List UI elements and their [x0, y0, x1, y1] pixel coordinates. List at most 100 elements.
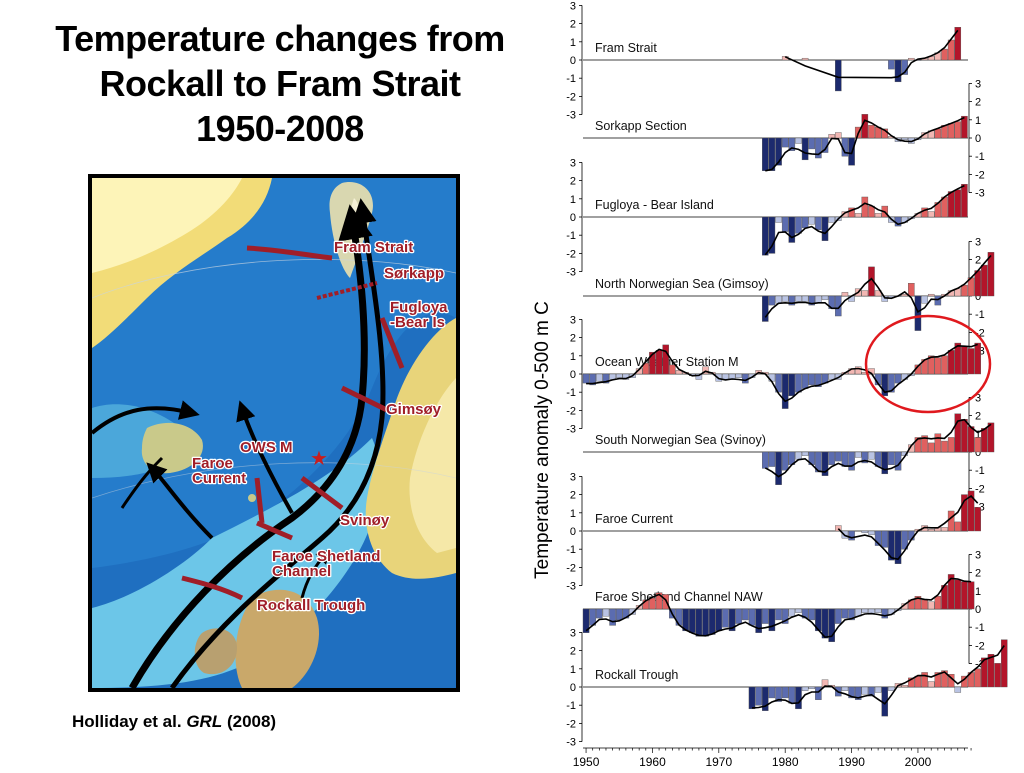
bar	[775, 137, 782, 166]
bar	[947, 350, 955, 375]
bar	[742, 608, 749, 621]
bar	[768, 216, 776, 254]
bar	[954, 121, 962, 139]
bar	[828, 608, 835, 642]
x-tick-label: 1950	[573, 755, 600, 768]
y-tick-label: 3	[570, 314, 576, 326]
bar	[649, 597, 656, 610]
y-tick-label: -2	[566, 718, 576, 730]
bar	[888, 373, 895, 393]
bar	[781, 373, 789, 409]
label-ows-m: OWS M	[240, 439, 293, 456]
x-tick-label: 1960	[639, 755, 666, 768]
bar	[795, 686, 802, 710]
bar	[762, 295, 769, 322]
bar	[748, 686, 756, 710]
bar	[775, 451, 782, 485]
bar	[941, 355, 948, 375]
bar	[848, 608, 855, 621]
bar	[775, 608, 782, 621]
bar	[947, 574, 955, 610]
bar	[795, 608, 802, 613]
panel-2: 3 2 1 0 -1 -2 -3 Fugloya - Bear Island	[566, 157, 968, 279]
bar	[967, 426, 975, 453]
bar	[961, 284, 968, 297]
y-tick-label: 0	[975, 447, 981, 459]
bar	[728, 608, 736, 632]
y-tick-label: 0	[975, 291, 981, 303]
bar	[927, 681, 935, 688]
label-rockall-trough: Rockall Trough	[257, 597, 365, 614]
bar	[788, 295, 796, 306]
bar	[934, 672, 942, 688]
bar	[868, 686, 875, 697]
bar	[914, 437, 922, 453]
y-tick-label: -2	[566, 248, 576, 260]
series-label: South Norwegian Sea (Svinoy)	[595, 433, 766, 447]
bar	[589, 373, 596, 386]
bar	[768, 295, 776, 306]
bar	[755, 686, 762, 706]
y-tick-label: 1	[570, 351, 576, 363]
ocean-map: ★ Fram Strait Sørkapp Fugloya -Bear Is G…	[88, 174, 460, 692]
y-tick-label: 3	[975, 549, 981, 561]
bar	[841, 686, 849, 691]
panel-0: 3 2 1 0 -1 -2 -3 Fram Strait	[566, 0, 968, 122]
y-tick-label: 1	[975, 429, 981, 441]
y-tick-label: -3	[975, 188, 985, 200]
bar	[775, 686, 782, 702]
label-bear-is: -Bear Is	[390, 314, 445, 331]
y-tick-label: 2	[570, 646, 576, 658]
y-tick-label: 2	[570, 176, 576, 188]
label-channel: Channel	[272, 563, 331, 580]
y-tick-label: 3	[975, 392, 981, 404]
panel-8: 3 2 1 0 -1 -2 -3 Rockall Trough	[566, 627, 1008, 749]
bar	[582, 608, 590, 633]
bar	[835, 525, 842, 532]
bar	[961, 115, 968, 139]
smoothed-line	[764, 418, 992, 478]
bar	[808, 216, 815, 225]
anomaly-chart-svg: Temperature anomaly 0-500 m C 3 2 1 0 -1 -2 -3…	[532, 0, 1008, 769]
bar	[934, 128, 942, 139]
bar	[649, 351, 656, 375]
bar	[582, 373, 590, 384]
bar	[762, 451, 769, 469]
bar	[801, 216, 809, 229]
british-isles	[235, 589, 320, 688]
y-tick-label: -1	[566, 544, 576, 556]
citation-journal: GRL	[186, 712, 223, 731]
bar	[954, 342, 962, 375]
bar	[921, 295, 928, 304]
bar	[981, 264, 988, 297]
bar	[821, 295, 829, 300]
smoothed-line	[765, 116, 965, 172]
bar	[615, 608, 623, 621]
y-tick-label: 3	[570, 157, 576, 169]
bar	[841, 292, 849, 297]
bar	[669, 364, 676, 375]
bar	[974, 507, 981, 532]
bar	[854, 213, 862, 218]
bar	[921, 435, 928, 453]
y-tick-label: -2	[566, 91, 576, 103]
bar	[768, 451, 776, 467]
bar	[828, 373, 835, 380]
bar	[801, 295, 809, 302]
bar	[954, 521, 962, 532]
y-tick-label: -1	[975, 465, 985, 477]
highlight-circle	[864, 314, 992, 414]
bar	[602, 608, 610, 617]
y-tick-label: 0	[975, 133, 981, 145]
bar	[868, 125, 875, 139]
iceland	[141, 422, 203, 474]
bar	[808, 608, 815, 621]
bar	[927, 355, 935, 375]
citation: Holliday et al. GRL (2008)	[72, 712, 276, 732]
bar	[861, 196, 869, 218]
bar	[801, 57, 809, 61]
y-tick-label: 2	[975, 255, 981, 267]
bar	[974, 437, 981, 453]
